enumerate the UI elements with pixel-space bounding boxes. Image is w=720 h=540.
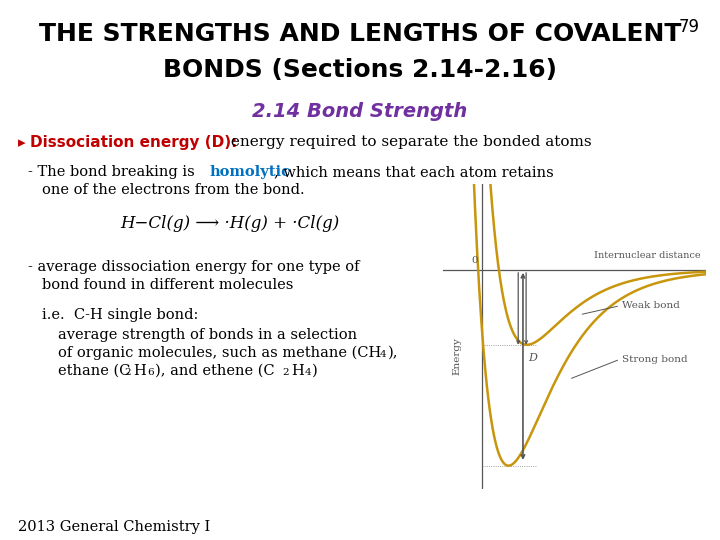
Text: homolytic: homolytic: [210, 165, 291, 179]
Text: D: D: [528, 353, 536, 363]
Text: 4: 4: [380, 350, 387, 359]
Text: Energy: Energy: [453, 338, 462, 375]
Text: ), and ethene (C: ), and ethene (C: [155, 364, 274, 378]
Text: 2013 General Chemistry I: 2013 General Chemistry I: [18, 520, 210, 534]
Text: 2: 2: [282, 368, 289, 377]
Text: 0: 0: [472, 256, 478, 265]
Text: ethane (C: ethane (C: [58, 364, 130, 378]
Text: 2: 2: [124, 368, 130, 377]
Text: bond found in different molecules: bond found in different molecules: [42, 278, 293, 292]
Text: Internuclear distance: Internuclear distance: [594, 251, 701, 260]
Text: 79: 79: [679, 18, 700, 36]
Text: of organic molecules, such as methane (CH: of organic molecules, such as methane (C…: [58, 346, 382, 360]
Text: ): ): [312, 364, 318, 378]
Text: - average dissociation energy for one type of: - average dissociation energy for one ty…: [28, 260, 359, 274]
Text: 6: 6: [147, 368, 153, 377]
Text: 2.14 Bond Strength: 2.14 Bond Strength: [253, 102, 467, 121]
Text: H−Cl(g) ⟶ ·H(g) + ·Cl(g): H−Cl(g) ⟶ ·H(g) + ·Cl(g): [120, 215, 339, 232]
Text: energy required to separate the bonded atoms: energy required to separate the bonded a…: [226, 135, 592, 149]
Text: ),: ),: [388, 346, 398, 360]
Text: - The bond breaking is: - The bond breaking is: [28, 165, 199, 179]
Text: BONDS (Sections 2.14-2.16): BONDS (Sections 2.14-2.16): [163, 58, 557, 82]
Text: 4: 4: [305, 368, 312, 377]
Text: H: H: [133, 364, 145, 378]
Text: ▸: ▸: [18, 135, 31, 150]
Text: Dissociation energy (D):: Dissociation energy (D):: [30, 135, 238, 150]
Text: one of the electrons from the bond.: one of the electrons from the bond.: [42, 183, 305, 197]
Text: THE STRENGTHS AND LENGTHS OF COVALENT: THE STRENGTHS AND LENGTHS OF COVALENT: [39, 22, 681, 46]
Text: , which means that each atom retains: , which means that each atom retains: [274, 165, 554, 179]
Text: Weak bond: Weak bond: [621, 301, 680, 310]
Text: average strength of bonds in a selection: average strength of bonds in a selection: [58, 328, 357, 342]
Text: H: H: [291, 364, 304, 378]
Text: Strong bond: Strong bond: [621, 355, 687, 363]
Text: i.e.  C-H single bond:: i.e. C-H single bond:: [42, 308, 199, 322]
